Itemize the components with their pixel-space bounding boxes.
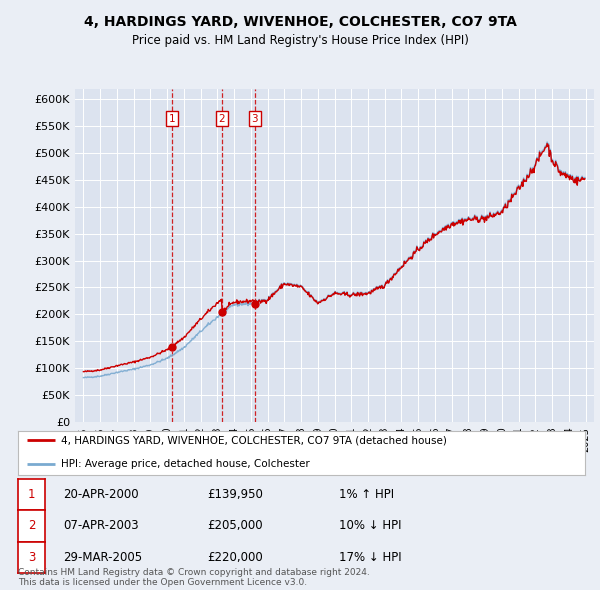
Text: 20-APR-2000: 20-APR-2000 — [63, 488, 139, 501]
Text: 07-APR-2003: 07-APR-2003 — [63, 519, 139, 533]
Text: £205,000: £205,000 — [207, 519, 263, 533]
Text: Price paid vs. HM Land Registry's House Price Index (HPI): Price paid vs. HM Land Registry's House … — [131, 34, 469, 47]
Text: 2: 2 — [218, 113, 225, 123]
Text: 29-MAR-2005: 29-MAR-2005 — [63, 550, 142, 564]
Text: 3: 3 — [28, 550, 35, 564]
Text: 4, HARDINGS YARD, WIVENHOE, COLCHESTER, CO7 9TA (detached house): 4, HARDINGS YARD, WIVENHOE, COLCHESTER, … — [61, 435, 446, 445]
Text: £139,950: £139,950 — [207, 488, 263, 501]
Text: £220,000: £220,000 — [207, 550, 263, 564]
Text: Contains HM Land Registry data © Crown copyright and database right 2024.
This d: Contains HM Land Registry data © Crown c… — [18, 568, 370, 587]
Text: HPI: Average price, detached house, Colchester: HPI: Average price, detached house, Colc… — [61, 459, 309, 469]
Text: 10% ↓ HPI: 10% ↓ HPI — [339, 519, 401, 533]
Text: 17% ↓ HPI: 17% ↓ HPI — [339, 550, 401, 564]
Text: 1: 1 — [169, 113, 175, 123]
Text: 1% ↑ HPI: 1% ↑ HPI — [339, 488, 394, 501]
Text: 1: 1 — [28, 488, 35, 501]
Text: 2: 2 — [28, 519, 35, 533]
Text: 4, HARDINGS YARD, WIVENHOE, COLCHESTER, CO7 9TA: 4, HARDINGS YARD, WIVENHOE, COLCHESTER, … — [83, 15, 517, 29]
Text: 3: 3 — [251, 113, 258, 123]
